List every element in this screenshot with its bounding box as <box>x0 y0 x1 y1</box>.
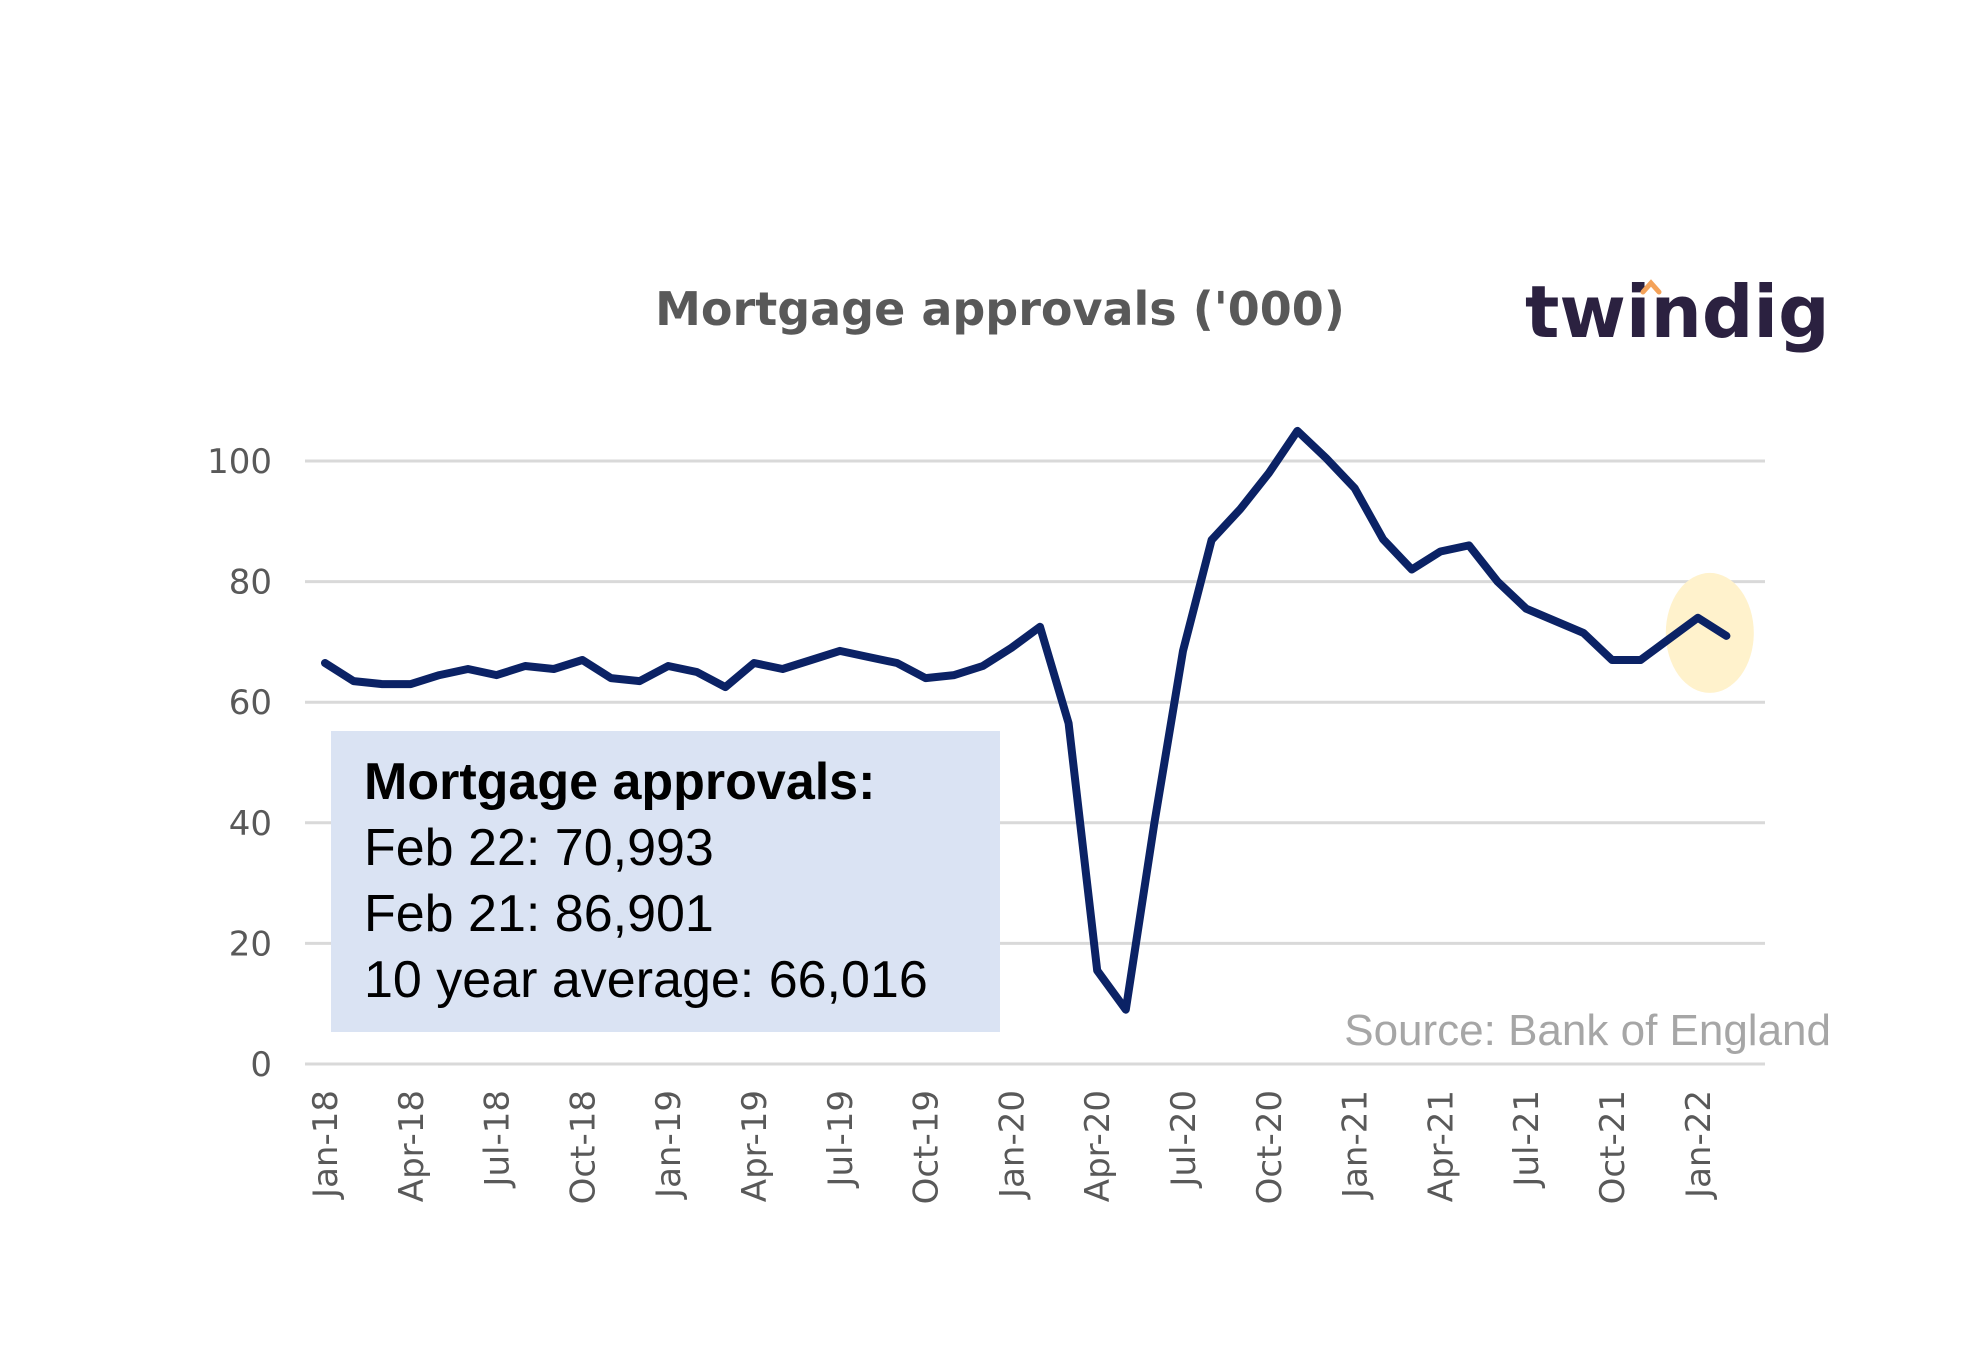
data-point <box>1725 635 1727 637</box>
info-box-heading: Mortgage approvals: <box>364 753 876 811</box>
data-point <box>1096 970 1098 972</box>
data-point <box>1525 608 1527 610</box>
data-point <box>1354 487 1356 489</box>
logo-text: twindig <box>1525 270 1830 354</box>
data-point <box>1582 632 1584 634</box>
x-tick-label: Apr-19 <box>735 1090 775 1202</box>
data-point <box>1411 569 1413 571</box>
data-point <box>410 683 412 685</box>
x-tick-label: Apr-20 <box>1078 1090 1118 1202</box>
data-point <box>925 677 927 679</box>
y-axis-ticks: 0 20 40 60 80 100 <box>207 442 272 1085</box>
data-point <box>1468 544 1470 546</box>
y-tick-label: 100 <box>207 442 272 482</box>
source-label: Source: Bank of England <box>1344 1006 1831 1055</box>
data-point <box>1640 659 1642 661</box>
y-tick-label: 0 <box>250 1045 272 1085</box>
data-point <box>1125 1009 1127 1011</box>
x-tick-label: Jul-18 <box>478 1090 518 1189</box>
twindig-logo: twindig <box>1525 270 1830 354</box>
x-tick-label: Jul-19 <box>821 1090 861 1189</box>
x-tick-label: Jan-22 <box>1679 1090 1719 1200</box>
x-tick-label: Apr-18 <box>392 1090 432 1202</box>
x-tick-label: Jul-20 <box>1164 1090 1204 1189</box>
series-points <box>324 430 1727 1011</box>
data-point <box>1068 722 1070 724</box>
x-axis-ticks: Jan-18 Apr-18 Jul-18 Oct-18 Jan-19 Apr-19 Jul-… <box>306 1090 1719 1204</box>
data-point <box>667 665 669 667</box>
data-point <box>696 671 698 673</box>
data-point <box>1182 650 1184 652</box>
data-point <box>1611 659 1613 661</box>
x-tick-label: Jan-18 <box>306 1090 346 1200</box>
chart-title: Mortgage approvals ('000) <box>655 282 1345 336</box>
x-tick-label: Oct-18 <box>563 1090 603 1204</box>
data-point <box>1211 539 1213 541</box>
data-point <box>724 686 726 688</box>
data-point <box>438 674 440 676</box>
x-tick-label: Jan-20 <box>992 1090 1032 1200</box>
info-box-line-feb21: Feb 21: 86,901 <box>364 885 714 943</box>
series-line <box>321 426 1731 1014</box>
x-tick-label: Oct-19 <box>907 1090 947 1204</box>
info-box-line-average: 10 year average: 66,016 <box>364 951 928 1009</box>
data-point <box>553 668 555 670</box>
data-point <box>810 659 812 661</box>
data-point <box>1239 508 1241 510</box>
data-point <box>610 677 612 679</box>
data-point <box>753 662 755 664</box>
info-box: Mortgage approvals: Feb 22: 70,993 Feb 2… <box>331 731 1000 1032</box>
data-point <box>353 680 355 682</box>
data-point <box>467 668 469 670</box>
data-point <box>1039 626 1041 628</box>
data-point <box>1439 550 1441 552</box>
x-tick-label: Oct-21 <box>1593 1090 1633 1204</box>
y-tick-label: 60 <box>229 683 272 723</box>
x-tick-label: Apr-21 <box>1421 1090 1461 1202</box>
y-tick-label: 40 <box>229 804 272 844</box>
data-point <box>524 665 526 667</box>
data-point <box>496 674 498 676</box>
x-tick-label: Jul-21 <box>1507 1090 1547 1189</box>
data-point <box>1554 620 1556 622</box>
data-point <box>1697 617 1699 619</box>
data-point <box>581 659 583 661</box>
data-point <box>982 665 984 667</box>
data-point <box>953 674 955 676</box>
data-point <box>782 668 784 670</box>
data-point <box>1153 822 1155 824</box>
data-point <box>1497 581 1499 583</box>
data-point <box>1010 647 1012 649</box>
data-point <box>639 680 641 682</box>
data-point <box>381 683 383 685</box>
data-point <box>1382 538 1384 540</box>
info-box-line-feb22: Feb 22: 70,993 <box>364 819 714 877</box>
data-point <box>1296 430 1298 432</box>
y-tick-label: 80 <box>229 563 272 603</box>
logo-roof-icon <box>1640 279 1662 295</box>
data-point <box>1325 457 1327 459</box>
data-point <box>324 662 326 664</box>
data-point <box>896 662 898 664</box>
data-point <box>1268 472 1270 474</box>
data-point <box>1668 638 1670 640</box>
data-point <box>839 650 841 652</box>
x-tick-label: Jan-19 <box>649 1090 689 1200</box>
data-point <box>867 656 869 658</box>
x-tick-label: Oct-20 <box>1250 1090 1290 1204</box>
y-tick-label: 20 <box>229 924 272 964</box>
latest-point-highlight <box>1665 572 1754 693</box>
x-tick-label: Jan-21 <box>1336 1090 1376 1200</box>
